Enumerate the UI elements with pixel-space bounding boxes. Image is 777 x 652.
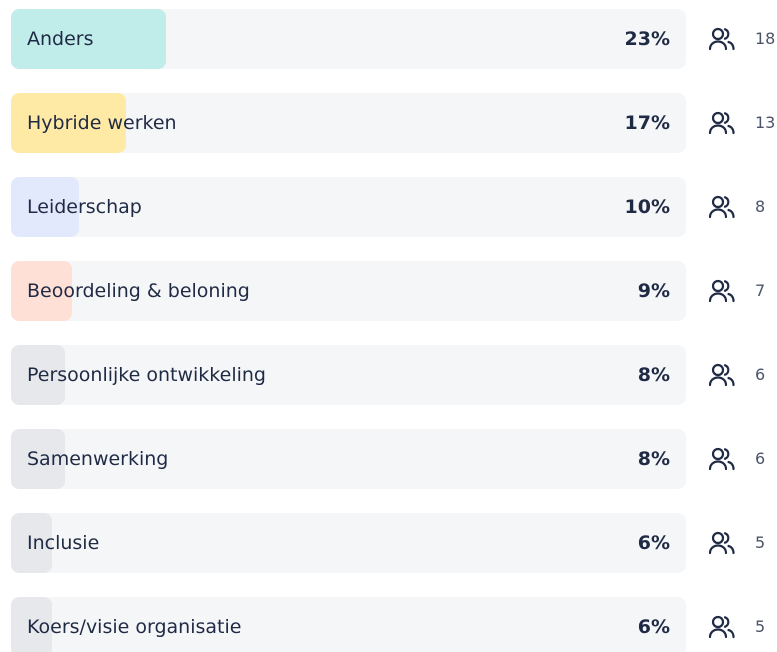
option-row: Koers/visie organisatie 6% <box>11 597 686 652</box>
option-label: Koers/visie organisatie <box>27 616 242 638</box>
option-label: Anders <box>27 28 94 50</box>
percent-label: 17% <box>624 112 670 134</box>
vote-count: 5 <box>755 533 766 552</box>
vote-count: 7 <box>755 281 766 300</box>
vote-count: 5 <box>755 617 766 636</box>
people-icon <box>708 195 735 219</box>
people-icon <box>708 531 735 555</box>
percent-label: 23% <box>624 28 670 50</box>
bar <box>11 513 52 573</box>
option-row: Persoonlijke ontwikkeling 8% <box>11 345 686 405</box>
option-row: Anders 23% <box>11 9 686 69</box>
percent-label: 9% <box>637 280 670 302</box>
percent-label: 6% <box>637 532 670 554</box>
vote-count: 13 <box>755 113 776 132</box>
percent-label: 10% <box>624 196 670 218</box>
bar <box>11 177 79 237</box>
people-icon <box>708 27 735 51</box>
option-label: Inclusie <box>27 532 100 554</box>
option-row: Beoordeling & beloning 9% <box>11 261 686 321</box>
people-icon <box>708 111 735 135</box>
percent-label: 8% <box>637 364 670 386</box>
people-icon <box>708 447 735 471</box>
people-icon <box>708 363 735 387</box>
option-row: Samenwerking 8% <box>11 429 686 489</box>
bar <box>11 597 52 652</box>
vote-count: 18 <box>755 29 776 48</box>
bar <box>11 261 72 321</box>
option-row: Inclusie 6% <box>11 513 686 573</box>
option-row: Leiderschap 10% <box>11 177 686 237</box>
bar <box>11 429 65 489</box>
percent-label: 6% <box>637 616 670 638</box>
option-label: Hybride werken <box>27 112 177 134</box>
people-icon <box>708 615 735 639</box>
option-label: Samenwerking <box>27 448 169 470</box>
vote-count: 6 <box>755 449 766 468</box>
option-label: Leiderschap <box>27 196 142 218</box>
vote-count: 8 <box>755 197 766 216</box>
option-label: Beoordeling & beloning <box>27 280 250 302</box>
bar <box>11 9 167 69</box>
option-label: Persoonlijke ontwikkeling <box>27 364 266 386</box>
bar <box>11 93 126 153</box>
percent-label: 8% <box>637 448 670 470</box>
people-icon <box>708 279 735 303</box>
option-row: Hybride werken 17% <box>11 93 686 153</box>
vote-count: 6 <box>755 365 766 384</box>
bar <box>11 345 65 405</box>
